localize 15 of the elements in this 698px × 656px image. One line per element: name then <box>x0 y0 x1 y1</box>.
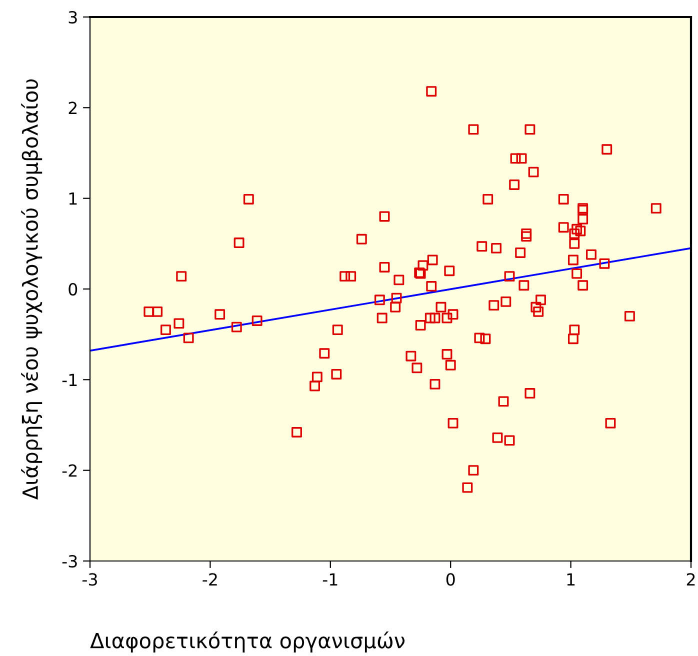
y-axis-title: Διάρρηξη νέου ψυχολογικού συμβολαίου <box>21 79 42 500</box>
y-tick-label: 3 <box>68 10 77 24</box>
x-tick-label: -1 <box>322 573 338 586</box>
y-tick-label: 0 <box>68 282 78 296</box>
x-tick-label: -3 <box>82 573 97 586</box>
y-tick-label: -1 <box>62 374 77 386</box>
y-tick-label: -2 <box>62 464 77 477</box>
y-tick-label: 1 <box>69 192 77 205</box>
y-tick-label: -3 <box>62 554 77 568</box>
x-tick-label: -2 <box>202 573 217 586</box>
x-tick-label: 2 <box>686 573 695 586</box>
x-axis-title: Διαφορετικότητα οργανισμών <box>90 632 405 652</box>
y-tick-label: 2 <box>68 102 77 114</box>
x-tick-label: 0 <box>446 573 455 586</box>
x-tick-label: 1 <box>567 573 575 586</box>
